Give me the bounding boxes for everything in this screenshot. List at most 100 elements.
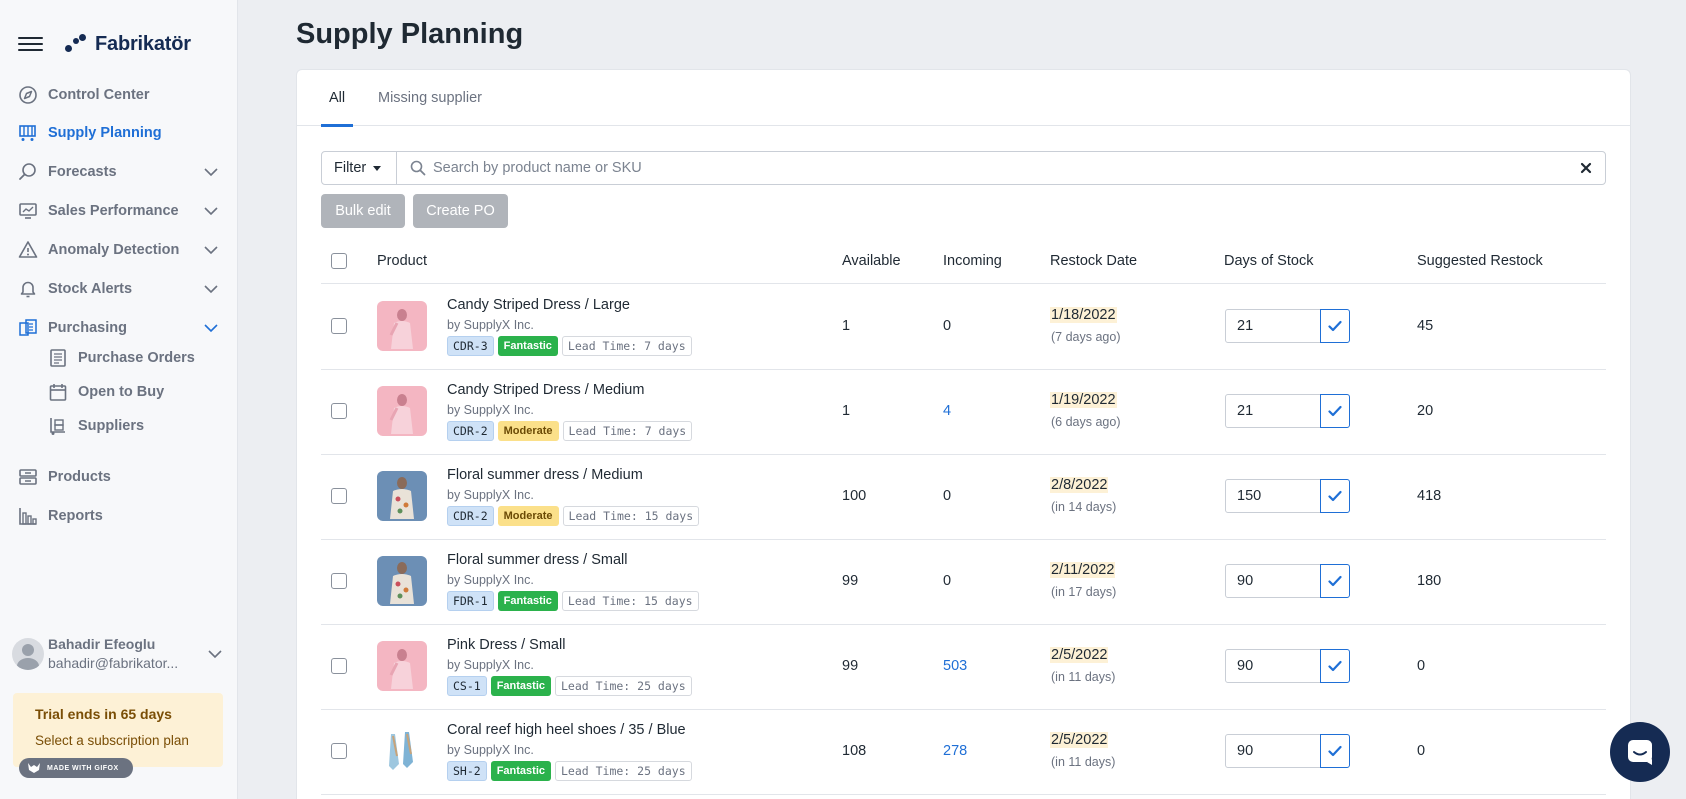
sidebar-item-stock-alerts[interactable]: Stock Alerts	[0, 274, 238, 304]
sidebar-item-purchase-orders[interactable]: Purchase Orders	[0, 344, 238, 372]
column-header-suggested-restock[interactable]: Suggested Restock	[1417, 253, 1543, 269]
search-bar: Filter	[321, 151, 1606, 185]
search-icon	[407, 158, 429, 178]
product-name[interactable]: Candy Striped Dress / Large	[447, 297, 630, 313]
grade-badge: Fantastic	[490, 761, 551, 781]
product-name[interactable]: Floral summer dress / Small	[447, 552, 628, 568]
restock-date: 1/18/2022	[1050, 307, 1117, 323]
incoming-value: 0	[943, 488, 952, 504]
row-checkbox[interactable]	[331, 573, 347, 589]
available-value: 1	[842, 318, 851, 334]
lead-time-badge: Lead Time: 15 days	[562, 506, 700, 526]
lead-time-badge: Lead Time: 7 days	[561, 336, 692, 356]
bell-icon	[18, 279, 38, 299]
product-name[interactable]: Candy Striped Dress / Medium	[447, 382, 645, 398]
compass-icon	[18, 85, 38, 105]
days-of-stock-input[interactable]	[1225, 564, 1321, 598]
sidebar-item-forecasts[interactable]: Forecasts	[0, 157, 238, 187]
column-header-available[interactable]: Available	[842, 253, 901, 269]
close-icon[interactable]	[1571, 153, 1601, 183]
suggested-restock-value: 45	[1417, 318, 1434, 334]
sidebar-item-reports[interactable]: Reports	[0, 501, 238, 531]
sidebar-item-suppliers[interactable]: Suppliers	[0, 412, 238, 440]
row-checkbox[interactable]	[331, 658, 347, 674]
product-name[interactable]: Floral summer dress / Medium	[447, 467, 643, 483]
search-input[interactable]	[433, 153, 1571, 183]
user-menu[interactable]: Bahadir Efeoglu bahadir@fabrikator...	[12, 634, 226, 674]
logo[interactable]: Fabrikatör	[65, 33, 191, 56]
chat-launcher[interactable]	[1610, 722, 1670, 782]
sidebar-item-label: Purchasing	[48, 320, 127, 336]
days-of-stock-input[interactable]	[1225, 649, 1321, 683]
trial-title: Trial ends in 65 days	[35, 706, 172, 722]
column-header-days-of-stock[interactable]: Days of Stock	[1224, 253, 1314, 269]
sidebar-item-supply-planning[interactable]: Supply Planning	[0, 118, 238, 148]
product-name[interactable]: Pink Dress / Small	[447, 637, 566, 653]
chevron-down-icon	[204, 246, 218, 255]
table-header: Product Available Incoming Restock Date …	[321, 238, 1606, 284]
sidebar-item-anomaly-detection[interactable]: Anomaly Detection	[0, 235, 238, 265]
confirm-days-button[interactable]	[1320, 479, 1350, 513]
restock-date-relative: (in 11 days)	[1051, 755, 1116, 769]
sidebar-item-label: Suppliers	[78, 418, 145, 434]
available-value: 99	[842, 658, 859, 674]
confirm-days-button[interactable]	[1320, 734, 1350, 768]
checkmark-icon	[1328, 575, 1342, 587]
product-vendor: by SupplyX Inc.	[447, 488, 534, 502]
confirm-days-button[interactable]	[1320, 564, 1350, 598]
product-name[interactable]: Coral reef high heel shoes / 35 / Blue	[447, 722, 686, 738]
logo-dots-icon	[65, 33, 87, 55]
sidebar-item-control-center[interactable]: Control Center	[0, 80, 238, 110]
logo-text: Fabrikatör	[95, 32, 191, 55]
sidebar-item-purchasing[interactable]: Purchasing	[0, 313, 238, 343]
create-po-button[interactable]: Create PO	[413, 194, 508, 228]
incoming-value[interactable]: 278	[943, 743, 968, 759]
trial-banner[interactable]: Trial ends in 65 days Select a subscript…	[13, 693, 223, 767]
hamburger-menu-icon[interactable]	[18, 37, 43, 51]
column-header-restock-date[interactable]: Restock Date	[1050, 253, 1138, 269]
sku-badge: CDR-2	[447, 506, 494, 526]
page-title: Supply Planning	[296, 18, 524, 50]
restock-date-relative: (6 days ago)	[1051, 415, 1121, 429]
sidebar-item-label: Forecasts	[48, 164, 117, 180]
row-checkbox[interactable]	[331, 318, 347, 334]
incoming-value[interactable]: 503	[943, 658, 968, 674]
available-value: 100	[842, 488, 867, 504]
row-checkbox[interactable]	[331, 743, 347, 759]
product-tags: CS-1 Fantastic Lead Time: 25 days	[447, 676, 692, 696]
sku-badge: CDR-2	[447, 421, 494, 441]
tab-missing-supplier[interactable]: Missing supplier	[378, 90, 482, 106]
avatar	[12, 638, 44, 670]
row-checkbox[interactable]	[331, 403, 347, 419]
column-header-incoming[interactable]: Incoming	[943, 253, 1002, 269]
days-of-stock-input[interactable]	[1225, 309, 1321, 343]
box-icon	[18, 467, 38, 487]
row-checkbox[interactable]	[331, 488, 347, 504]
lead-time-badge: Lead Time: 25 days	[555, 676, 692, 696]
chevron-down-icon	[204, 324, 218, 333]
filter-dropdown[interactable]: Filter	[322, 152, 397, 184]
confirm-days-button[interactable]	[1320, 649, 1350, 683]
suggested-restock-value: 418	[1417, 488, 1442, 504]
user-email: bahadir@fabrikator...	[48, 655, 179, 671]
days-of-stock-input[interactable]	[1225, 734, 1321, 768]
sidebar-item-products[interactable]: Products	[0, 462, 238, 492]
confirm-days-button[interactable]	[1320, 309, 1350, 343]
confirm-days-button[interactable]	[1320, 394, 1350, 428]
sidebar-item-sales-performance[interactable]: Sales Performance	[0, 196, 238, 226]
tab-all[interactable]: All	[321, 70, 353, 127]
sidebar-item-open-to-buy[interactable]: Open to Buy	[0, 378, 238, 406]
days-of-stock-input[interactable]	[1225, 394, 1321, 428]
bulk-edit-button[interactable]: Bulk edit	[321, 194, 405, 228]
trial-subtitle: Select a subscription plan	[35, 733, 189, 748]
sidebar: Fabrikatör Control Center Supply Plannin…	[0, 0, 238, 799]
available-value: 108	[842, 743, 867, 759]
suggested-restock-value: 180	[1417, 573, 1442, 589]
main-card: All Missing supplier Filter Bulk edit Cr…	[296, 69, 1631, 799]
incoming-value[interactable]: 4	[943, 403, 952, 419]
grade-badge: Moderate	[497, 421, 559, 441]
sku-badge: SH-2	[447, 761, 487, 781]
table-row: Floral summer dress / Small by SupplyX In…	[321, 540, 1606, 625]
select-all-checkbox[interactable]	[331, 253, 347, 269]
days-of-stock-input[interactable]	[1225, 479, 1321, 513]
